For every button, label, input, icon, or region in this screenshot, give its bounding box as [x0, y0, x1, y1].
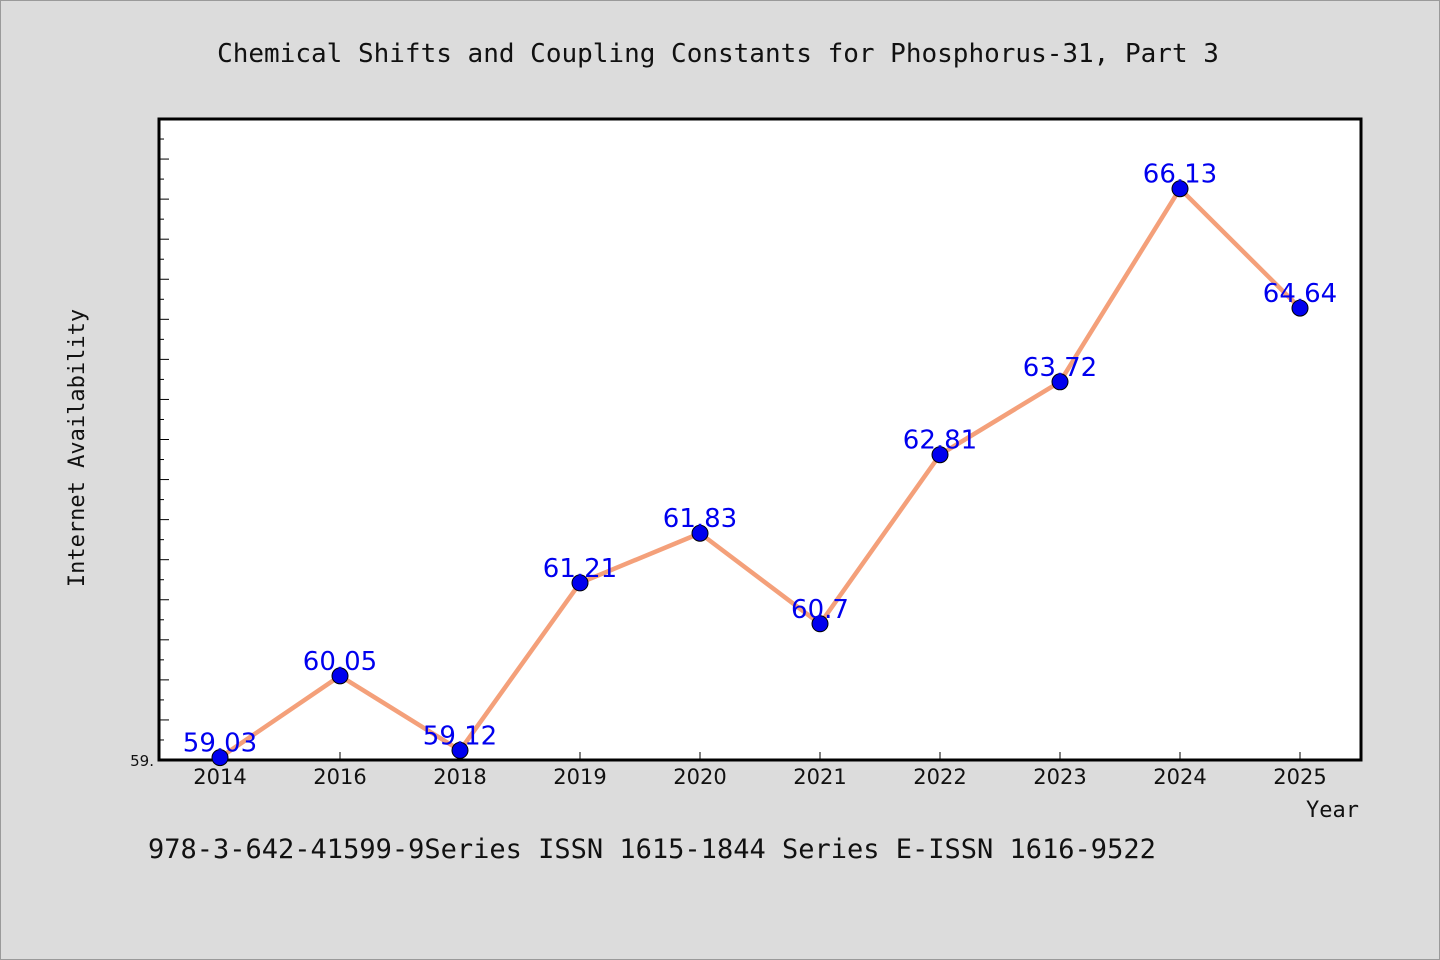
footer-note: 978-3-642-41599-9Series ISSN 1615-1844 S…: [148, 834, 1156, 865]
data-markers: [211, 180, 1309, 767]
data-point: [571, 574, 589, 592]
data-label: 63.72: [1023, 353, 1097, 383]
data-label: 66.13: [1143, 160, 1217, 190]
x-axis-ticks: 2014 2016 2018 2019 2020 2021 2022 2023 2024 2025: [193, 752, 1327, 789]
data-label: 60.7: [791, 595, 849, 625]
x-tick-label: 2022: [913, 765, 966, 789]
data-label: 60.05: [303, 647, 377, 677]
x-tick-label: 2020: [673, 765, 726, 789]
series-line: [218, 186, 1302, 760]
data-label: 61.21: [543, 554, 617, 584]
x-axis-label: Year: [1306, 798, 1359, 823]
x-tick-label: 2016: [313, 765, 366, 789]
x-tick-label: 2014: [193, 765, 246, 789]
data-label: 62.81: [903, 426, 977, 456]
x-tick-label: 2021: [793, 765, 846, 789]
chart-title: Chemical Shifts and Coupling Constants f…: [217, 39, 1219, 69]
data-point: [1171, 180, 1189, 198]
data-label: 59.12: [423, 721, 497, 751]
data-label: 61.83: [663, 504, 737, 534]
data-point: [211, 749, 229, 767]
x-tick-label: 2024: [1153, 765, 1206, 789]
x-tick-label: 2023: [1033, 765, 1086, 789]
data-point: [1051, 373, 1069, 391]
x-tick-label: 2025: [1273, 765, 1326, 789]
y-tick-label: 59.: [130, 752, 154, 770]
data-label: 59.03: [183, 729, 257, 759]
data-point: [691, 524, 709, 542]
data-point: [811, 615, 829, 633]
data-point: [451, 741, 469, 759]
x-tick-label: 2019: [553, 765, 606, 789]
y-axis-label: Internet Availability: [65, 309, 90, 587]
data-point: [331, 667, 349, 685]
data-point: [931, 446, 949, 464]
data-point: [1291, 299, 1309, 317]
data-label: 64.64: [1263, 279, 1337, 309]
plot-area: [157, 117, 1363, 762]
y-axis-ticks: [159, 118, 169, 761]
x-tick-label: 2018: [433, 765, 486, 789]
data-labels: 59.03 60.05 59.12 61.21 61.83 60.7 62.81 63.72 6…: [183, 160, 1337, 759]
